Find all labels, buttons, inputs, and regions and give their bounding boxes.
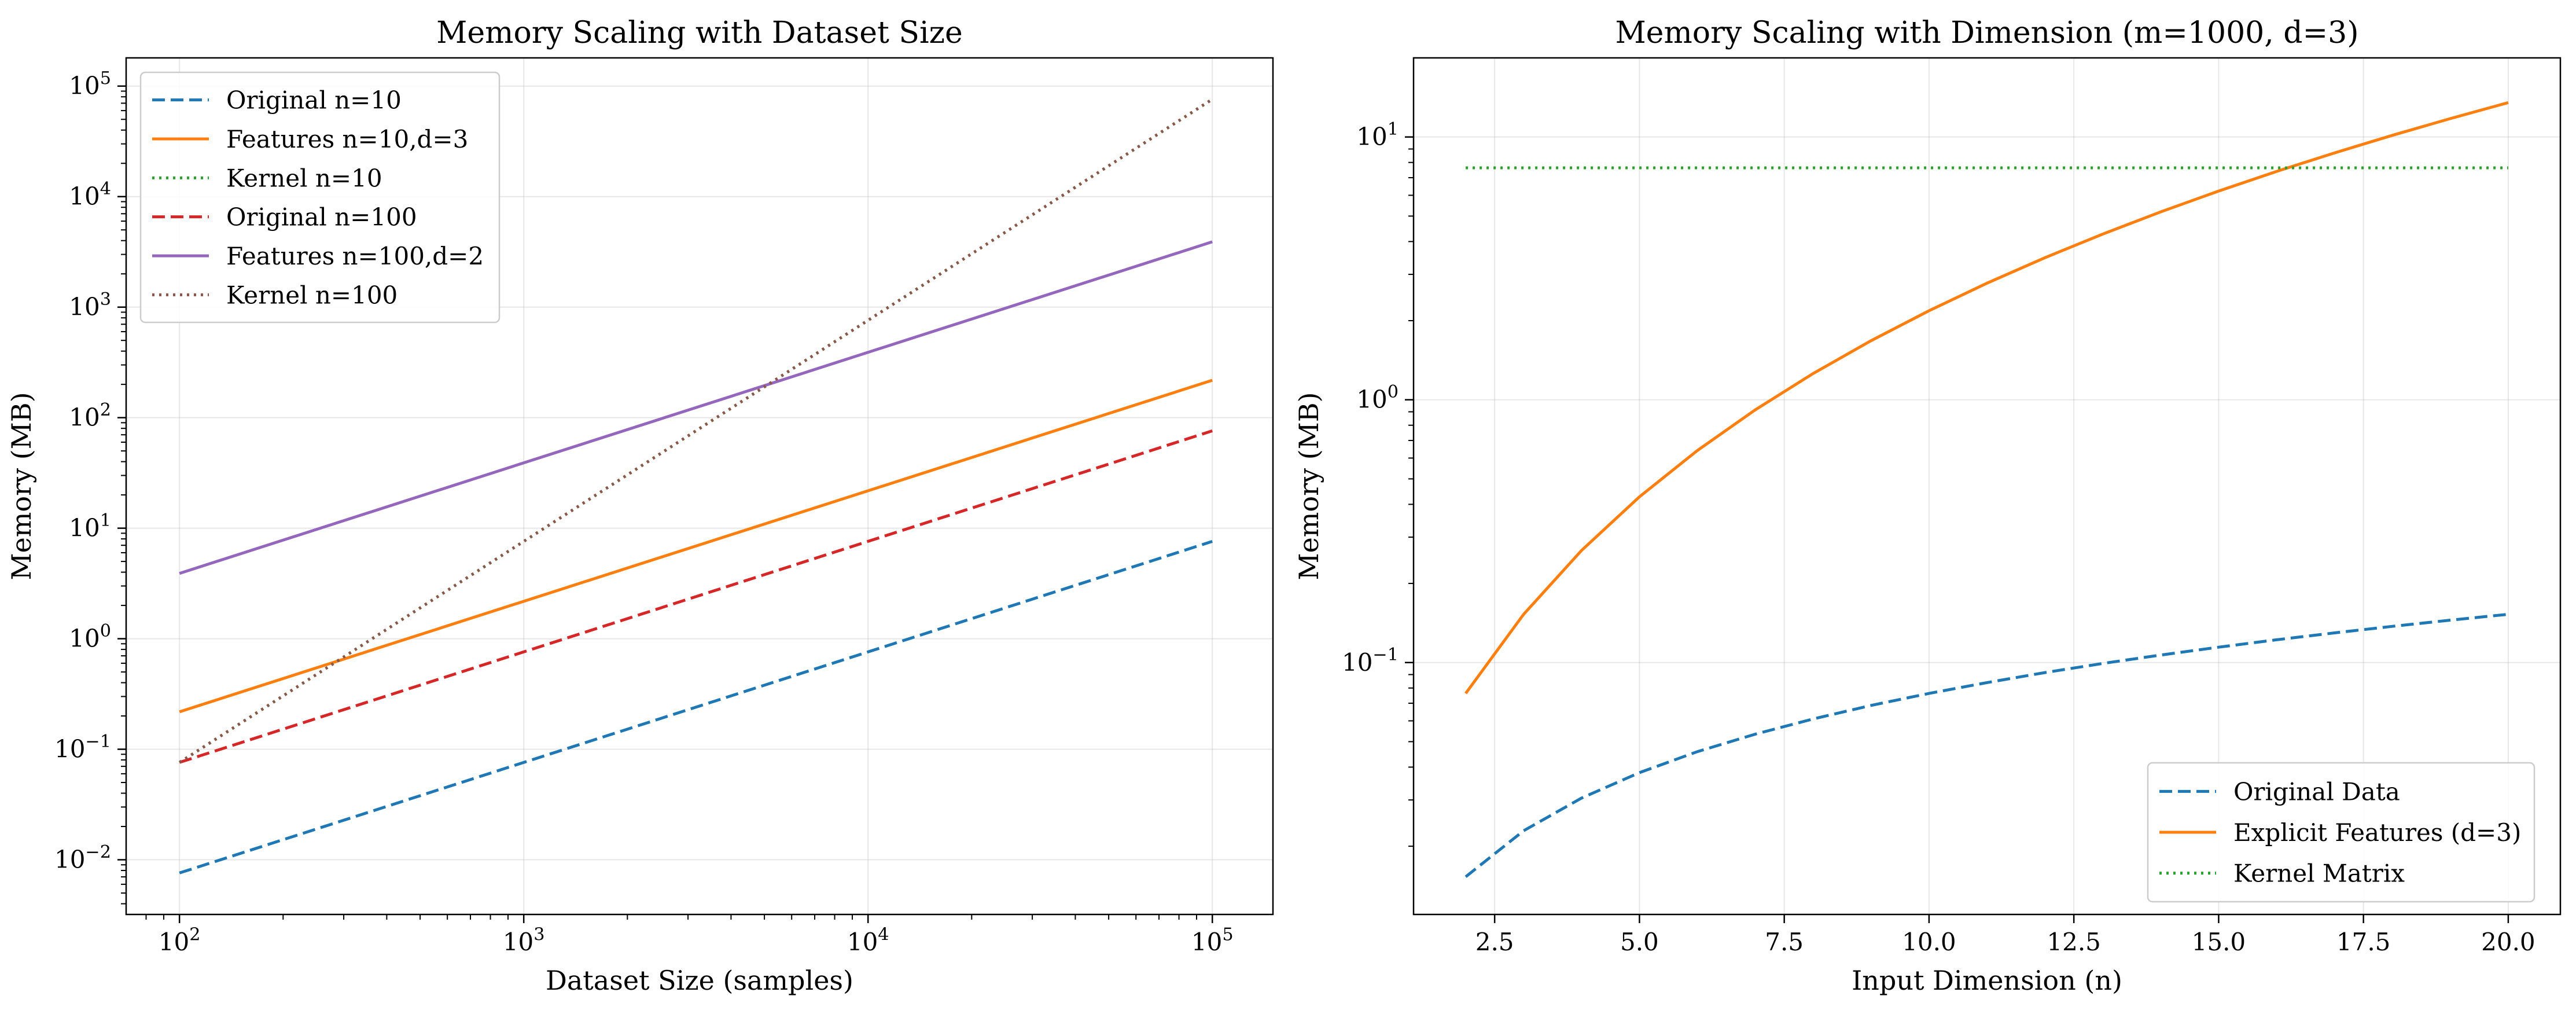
tick-label-x: 15.0 <box>2192 928 2246 956</box>
x-axis-label: Input Dimension (n) <box>1852 965 2122 996</box>
legend-label-0: Original Data <box>2233 777 2400 806</box>
tick-label-x: 102 <box>159 924 201 956</box>
tick-label-y: 10−1 <box>1342 645 1399 677</box>
tick-label-x: 10.0 <box>1902 928 1956 956</box>
tick-label-x: 12.5 <box>2047 928 2101 956</box>
x-axis-label: Dataset Size (samples) <box>546 965 853 996</box>
legend-label-3: Original n=100 <box>226 203 417 232</box>
tick-label-y: 102 <box>69 400 111 432</box>
series-line-5 <box>178 98 1213 764</box>
legend-box <box>139 71 501 324</box>
tick-label-y: 105 <box>69 68 111 100</box>
y-axis-label: Memory (MB) <box>6 392 37 580</box>
tick-label-y: 101 <box>1356 119 1399 151</box>
tick-label-x: 20.0 <box>2481 928 2535 956</box>
tick-label-y: 100 <box>69 621 111 653</box>
tick-label-y: 103 <box>69 289 111 321</box>
legend-label-1: Explicit Features (d=3) <box>2233 818 2521 847</box>
tick-label-x: 2.5 <box>1475 928 1514 956</box>
series-line-0 <box>1464 612 2509 878</box>
tick-label-x: 105 <box>1191 924 1234 956</box>
legend-label-5: Kernel n=100 <box>226 281 398 309</box>
tick-label-y: 10−1 <box>54 732 111 763</box>
legend-box <box>2147 762 2535 903</box>
axes-frame <box>1412 57 2562 916</box>
axes-frame <box>125 57 1274 916</box>
legend-label-4: Features n=100,d=2 <box>226 242 484 270</box>
series-line-4 <box>179 240 1213 575</box>
tick-label-x: 17.5 <box>2336 928 2391 956</box>
legend-label-2: Kernel n=10 <box>226 164 382 192</box>
legend: Original Data Explicit Features (d=3) Kern… <box>2147 762 2535 903</box>
tick-label-x: 5.0 <box>1620 928 1659 956</box>
y-axis-label: Memory (MB) <box>1293 392 1324 580</box>
legend-label-0: Original n=10 <box>226 86 402 115</box>
tick-label-x: 104 <box>847 924 889 956</box>
series-line-1 <box>179 379 1213 714</box>
tick-label-y: 101 <box>69 510 111 542</box>
tick-label-y: 10−2 <box>54 842 111 874</box>
tick-label-x: 103 <box>503 924 545 956</box>
chart-title: Memory Scaling with Dataset Size <box>436 16 963 50</box>
series-line-0 <box>179 540 1213 875</box>
series-line-3 <box>179 429 1213 764</box>
tick-label-x: 7.5 <box>1765 928 1804 956</box>
tick-label-y: 104 <box>69 179 111 211</box>
right-chart: 2.5 5.0 7.5 10.0 12.5 15.0 17.5 20.0 10−1 100 101 M… <box>1293 16 2562 996</box>
tick-label-y: 100 <box>1356 382 1399 414</box>
legend-label-2: Kernel Matrix <box>2233 859 2405 888</box>
legend: Original n=10 Features n=10,d=3 Kernel n=1… <box>139 71 501 324</box>
series-line-1 <box>1464 101 2509 695</box>
chart-title: Memory Scaling with Dimension (m=1000, d… <box>1615 16 2358 50</box>
legend-label-1: Features n=10,d=3 <box>226 125 468 153</box>
left-chart: 102 103 104 105 10−2 10−1 100 101 102 103 104 105 Me… <box>6 16 1274 996</box>
